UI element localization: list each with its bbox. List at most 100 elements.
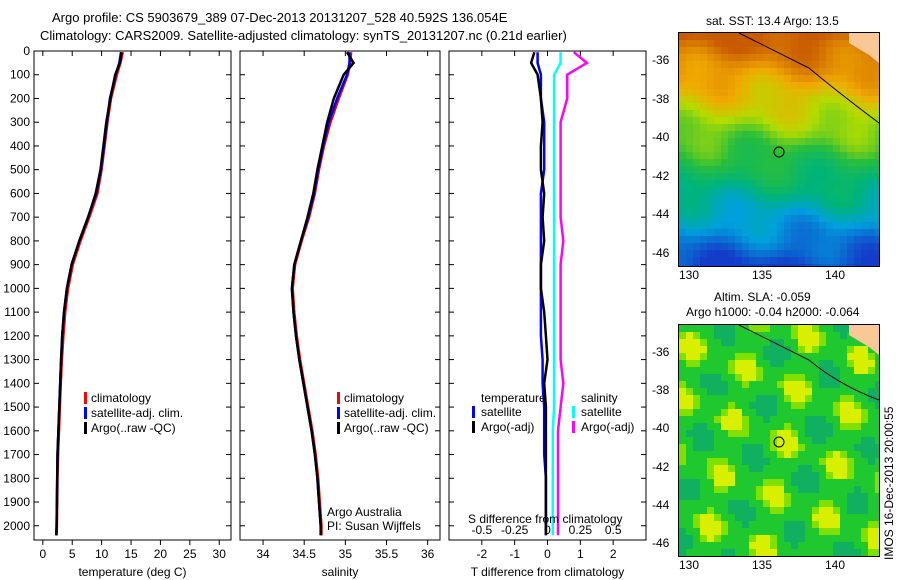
x-tick-label: 15 [124,547,138,561]
s-diff-label: S difference from climatology [468,512,623,526]
map-raster [679,33,879,266]
series-line-satellite-adj-clim- [290,52,351,536]
annotation-argo-australia: Argo Australia [327,505,402,519]
legend-swatch [337,422,340,434]
y-tick-label: 1300 [3,353,30,367]
x-tick-label: 2 [610,547,617,561]
legend-label: climatology [91,391,151,405]
map-y-tick-label: -44 [652,207,670,222]
sst-map [678,32,880,267]
legend-swatch [84,392,87,404]
map-y-tick-label: -36 [652,345,670,359]
legend-header-salinity: salinity [581,391,618,405]
y-tick-label: 1100 [4,305,30,319]
title-line2: Climatology: CARS2009. Satellite-adjuste… [40,28,567,43]
y-tick-label: 1000 [3,281,30,295]
y-tick-label: 1800 [3,471,30,485]
argo-location-marker [773,436,785,448]
x2-tick-label: 0 [544,523,551,537]
plot-frame-difference [448,50,647,541]
map-y-tick-label: -40 [652,130,670,145]
y-tick-label: 400 [10,139,30,153]
map-x-tick-label: 140 [825,558,846,572]
legend-header-temperature: temperature [481,391,546,405]
y-tick-label: 1600 [3,424,30,438]
series-line-temperature-argo-adj- [529,51,549,536]
map-x-tick-label: 135 [752,558,773,572]
sla-map-title1: Altim. SLA: -0.059 [714,290,811,304]
y-tick-label: 700 [10,210,30,224]
legend-label: climatology [344,391,404,405]
x-tick-label: 1 [577,547,584,561]
y-tick-label: 500 [10,163,30,177]
x-tick-label: 0 [39,547,46,561]
x-tick-label: 10 [95,547,109,561]
y-tick-label: 1400 [3,376,30,390]
x2-tick-label: 0.5 [605,523,622,537]
y-tick-label: 600 [10,186,30,200]
y-tick-label: 1200 [3,329,30,343]
land-australia [849,325,879,355]
map-y-tick-label: -46 [652,246,670,260]
sla-map-title2: Argo h1000: -0.04 h2000: -0.064 [686,305,860,319]
map-y-tick-label: -38 [652,383,670,398]
y-tick-label: 900 [10,258,30,272]
x-axis-label: T difference from climatology [471,565,625,579]
y-tick-label: 800 [10,234,30,248]
series-line-argo-raw-qc- [55,52,123,536]
y-tick-label: 1500 [3,400,30,414]
series-line-argo-raw-qc- [290,51,356,536]
legend-label: Argo(-adj) [581,420,634,434]
legend-label: satellite-adj. clim. [91,406,183,420]
annotation-pi: PI: Susan Wijffels [327,519,421,533]
legend-swatch [337,407,340,419]
legend-label: satellite [581,405,622,419]
argo-location-marker [773,146,785,158]
map-raster [679,325,879,556]
y-tick-label: 300 [10,115,30,129]
plot-frame-salinity [239,50,441,541]
map-y-tick-label: -40 [652,421,670,436]
map-y-tick-label: -42 [652,459,670,474]
y-tick-label: 2000 [3,519,30,533]
legend-label: Argo(..raw -QC) [91,421,176,435]
map-y-tick-label: -46 [652,536,670,550]
map-x-tick-label: 140 [825,268,846,282]
map-y-tick-label: -38 [652,91,670,106]
series-line-salinity-argo-adj- [556,51,590,536]
map-y-tick-label: -44 [652,497,670,512]
x-tick-label: -2 [476,547,487,561]
x-tick-label: 35.5 [375,547,399,561]
x2-tick-label: -0.25 [501,523,529,537]
legend-label: Argo(-adj) [481,420,534,434]
legend-label: Argo(..raw -QC) [344,421,429,435]
y-tick-label: 0 [23,44,30,58]
sla-map [678,324,880,557]
legend-swatch [84,407,87,419]
x-tick-label: 0 [544,547,551,561]
land-australia [849,33,879,63]
legend-label: satellite [481,405,522,419]
coastline-contour [738,33,879,124]
legend-swatch [572,406,575,418]
x2-tick-label: -0.5 [471,523,492,537]
map-x-tick-label: 135 [752,268,773,282]
series-line-climatology [291,52,353,536]
x-tick-label: 30 [213,547,227,561]
imos-timestamp: IMOS 16-Dec-2013 20:00:55 [882,406,896,560]
series-line-salinity-satellite [551,52,562,536]
sst-map-title: sat. SST: 13.4 Argo: 13.5 [706,14,839,28]
x-tick-label: 20 [154,547,168,561]
x-tick-label: 34.5 [293,547,317,561]
y-tick-label: 1900 [3,495,30,509]
y-tick-label: 200 [10,91,30,105]
map-y-tick-label: -42 [652,168,670,183]
x-tick-label: -1 [509,547,520,561]
y-tick-label: 100 [10,68,30,82]
map-x-tick-label: 130 [679,558,700,572]
x-axis-label: salinity [322,565,359,579]
legend-swatch [472,406,475,418]
map-x-tick-label: 130 [679,268,700,282]
legend-label: satellite-adj. clim. [344,406,436,420]
